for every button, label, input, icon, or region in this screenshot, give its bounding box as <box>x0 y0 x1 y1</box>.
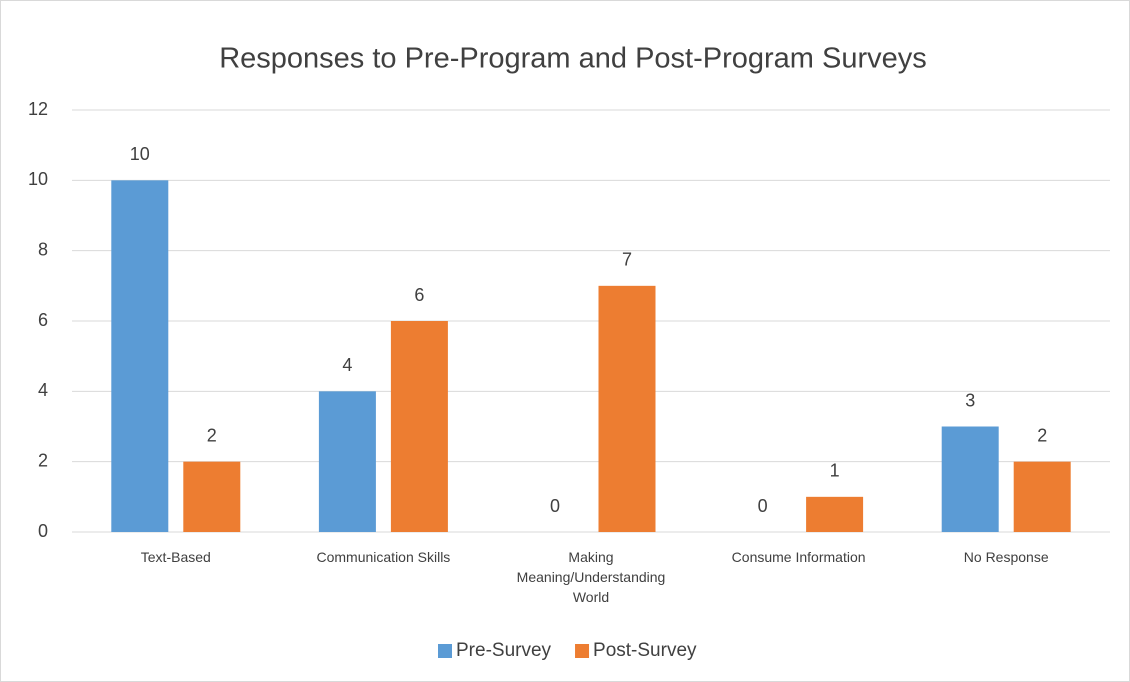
x-tick-label-line: Meaning/Understanding <box>517 569 666 585</box>
data-label: 0 <box>550 496 560 516</box>
y-tick-label: 6 <box>38 310 48 330</box>
data-label: 1 <box>830 461 840 481</box>
x-tick-label-line: Communication Skills <box>316 549 450 565</box>
data-label: 10 <box>130 144 150 164</box>
bar <box>1013 461 1071 532</box>
data-label: 3 <box>965 390 975 410</box>
x-tick-label: Communication Skills <box>316 549 450 565</box>
data-label: 6 <box>414 285 424 305</box>
y-tick-label: 10 <box>28 169 48 189</box>
legend-swatch <box>438 644 452 658</box>
data-label: 7 <box>622 250 632 270</box>
legend-label: Pre-Survey <box>456 640 552 661</box>
chart-title: Responses to Pre-Program and Post-Progra… <box>219 43 927 75</box>
y-tick-label: 12 <box>28 99 48 119</box>
bar <box>598 285 656 532</box>
x-tick-label-line: Consume Information <box>732 549 866 565</box>
bar <box>806 496 864 532</box>
x-tick-label: Text-Based <box>141 549 211 565</box>
y-tick-label: 4 <box>38 380 48 400</box>
data-label: 0 <box>758 496 768 516</box>
x-tick-label: Making Meaning/Understanding World <box>517 549 666 605</box>
x-tick-label-line: Making <box>568 549 613 565</box>
x-tick-label: Consume Information <box>732 549 866 565</box>
y-tick-label: 0 <box>38 521 48 541</box>
bar <box>111 180 169 533</box>
x-tick-label-line: World <box>573 589 609 605</box>
legend-label: Post-Survey <box>593 640 697 661</box>
y-tick-label: 2 <box>38 450 48 470</box>
bar <box>390 321 448 532</box>
y-tick-label: 8 <box>38 239 48 259</box>
bar <box>318 391 376 532</box>
data-label: 4 <box>342 355 352 375</box>
x-tick-label: No Response <box>964 549 1049 565</box>
x-tick-label-line: Text-Based <box>141 549 211 565</box>
legend-swatch <box>575 644 590 658</box>
bar <box>183 461 241 532</box>
bar <box>941 426 999 532</box>
data-label: 2 <box>207 425 217 445</box>
x-tick-label-line: No Response <box>964 549 1049 565</box>
data-label: 2 <box>1037 425 1047 445</box>
